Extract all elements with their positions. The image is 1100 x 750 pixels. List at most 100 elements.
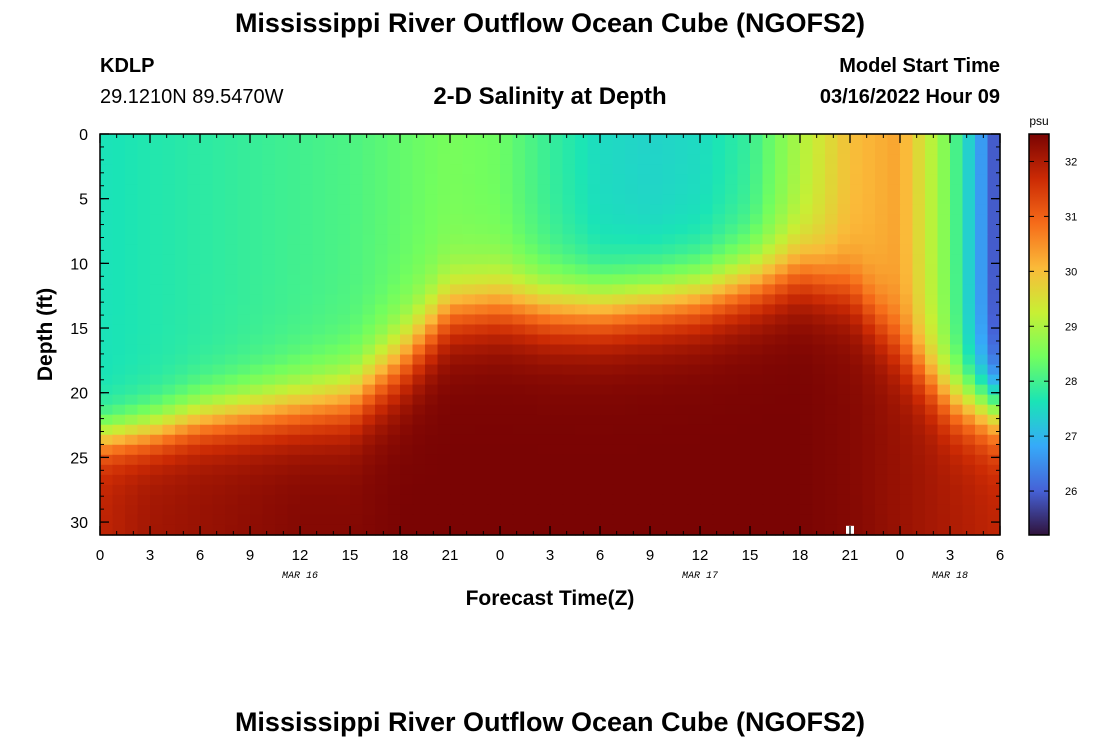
heatmap-cell	[312, 254, 326, 265]
heatmap-cell	[387, 254, 401, 265]
heatmap-cell	[287, 504, 301, 516]
heatmap-cell	[662, 474, 676, 486]
heatmap-cell	[412, 144, 426, 155]
heatmap-cell	[362, 154, 376, 165]
heatmap-cell	[375, 214, 389, 225]
heatmap-cell	[575, 184, 589, 195]
heatmap-cell	[800, 494, 814, 506]
heatmap-cell	[287, 244, 301, 255]
heatmap-cell	[412, 244, 426, 255]
heatmap-cell	[412, 194, 426, 205]
heatmap-cell	[987, 414, 1001, 426]
heatmap-cell	[800, 244, 814, 255]
heatmap-cell	[875, 514, 889, 526]
heatmap-cell	[287, 354, 301, 366]
heatmap-cell	[725, 444, 739, 456]
heatmap-cell	[937, 404, 951, 416]
heatmap-cell	[887, 424, 901, 436]
heatmap-cell	[237, 424, 251, 436]
heatmap-cell	[412, 404, 426, 416]
heatmap-cell	[550, 214, 564, 225]
heatmap-cell	[150, 484, 164, 496]
heatmap-cell	[787, 204, 801, 215]
heatmap-cell	[862, 374, 876, 386]
heatmap-cell	[612, 284, 626, 296]
heatmap-cell	[800, 384, 814, 396]
heatmap-cell	[362, 504, 376, 516]
heatmap-cell	[562, 314, 576, 326]
heatmap-cell	[312, 434, 326, 446]
heatmap-cell	[237, 444, 251, 456]
heatmap-cell	[337, 414, 351, 426]
heatmap-cell	[725, 134, 739, 145]
heatmap-cell	[487, 404, 501, 416]
heatmap-cell	[262, 484, 276, 496]
heatmap-cell	[750, 294, 764, 306]
heatmap-cell	[462, 254, 476, 265]
heatmap-cell	[325, 244, 339, 255]
heatmap-cell	[387, 334, 401, 346]
heatmap-cell	[512, 184, 526, 195]
heatmap-cell	[675, 164, 689, 175]
heatmap-cell	[950, 164, 964, 175]
heatmap-cell	[662, 354, 676, 366]
heatmap-cell	[550, 174, 564, 185]
heatmap-cell	[162, 144, 176, 155]
heatmap-cell	[912, 404, 926, 416]
heatmap-cell	[400, 444, 414, 456]
heatmap-cell	[612, 504, 626, 516]
heatmap-cell	[475, 344, 489, 356]
heatmap-cell	[687, 184, 701, 195]
heatmap-cell	[387, 324, 401, 336]
heatmap-cell	[300, 444, 314, 456]
heatmap-cell	[237, 454, 251, 466]
heatmap-cell	[162, 214, 176, 225]
heatmap-cell	[600, 354, 614, 366]
heatmap-cell	[312, 464, 326, 476]
heatmap-cell	[487, 204, 501, 215]
heatmap-cell	[537, 364, 551, 376]
heatmap-cell	[987, 214, 1001, 225]
heatmap-cell	[425, 284, 439, 296]
heatmap-cell	[812, 254, 826, 265]
heatmap-cell	[425, 414, 439, 426]
heatmap-cell	[837, 184, 851, 195]
heatmap-cell	[475, 364, 489, 376]
heatmap-cell	[962, 324, 976, 336]
heatmap-cell	[825, 444, 839, 456]
heatmap-cell	[562, 224, 576, 235]
heatmap-cell	[162, 334, 176, 346]
heatmap-cell	[712, 254, 726, 265]
heatmap-cell	[675, 334, 689, 346]
heatmap-cell	[237, 234, 251, 245]
heatmap-cell	[950, 324, 964, 336]
heatmap-cell	[337, 334, 351, 346]
heatmap-cell	[462, 304, 476, 316]
heatmap-cell	[850, 194, 864, 205]
heatmap-cell	[387, 274, 401, 285]
heatmap-cell	[212, 414, 226, 426]
heatmap-cell	[912, 374, 926, 386]
heatmap-cell	[450, 464, 464, 476]
heatmap-cell	[775, 374, 789, 386]
heatmap-cell	[325, 454, 339, 466]
heatmap-cell	[600, 184, 614, 195]
heatmap-cell	[400, 394, 414, 406]
heatmap-cell	[487, 394, 501, 406]
heatmap-cell	[187, 494, 201, 506]
heatmap-cell	[550, 494, 564, 506]
heatmap-cell	[812, 354, 826, 366]
heatmap-cell	[125, 134, 139, 145]
heatmap-cell	[200, 244, 214, 255]
heatmap-cell	[937, 144, 951, 155]
heatmap-cell	[137, 394, 151, 406]
heatmap-cell	[575, 384, 589, 396]
heatmap-cell	[837, 454, 851, 466]
heatmap-cell	[362, 414, 376, 426]
heatmap-cell	[550, 454, 564, 466]
heatmap-cell	[987, 314, 1001, 326]
heatmap-cell	[537, 384, 551, 396]
heatmap-cell	[887, 334, 901, 346]
heatmap-cell	[962, 134, 976, 145]
heatmap-cell	[350, 384, 364, 396]
